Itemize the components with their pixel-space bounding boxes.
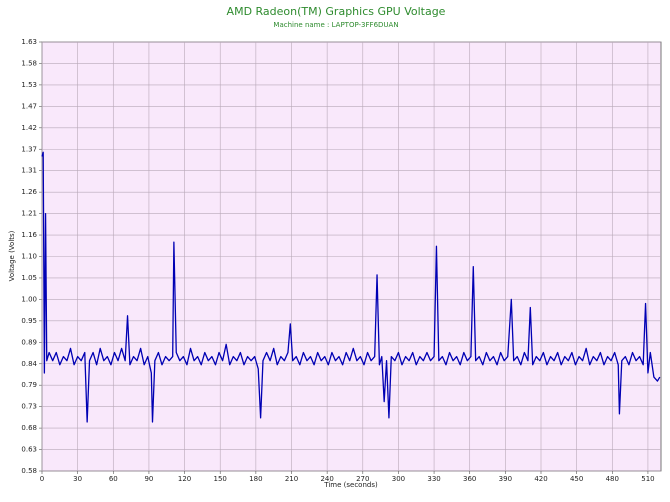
y-tick-label: 1.21 (21, 210, 37, 218)
x-tick-label: 240 (320, 475, 333, 483)
y-tick-label: 1.63 (21, 38, 37, 46)
y-tick-label: 1.05 (21, 274, 37, 282)
y-tick-label: 1.10 (21, 253, 37, 261)
y-tick-label: 0.79 (21, 381, 37, 389)
y-tick-label: 0.73 (21, 403, 37, 411)
chart-subtitle: Machine name : LAPTOP-3FF6DUAN (273, 21, 398, 29)
y-axis-label: Voltage (Volts) (8, 230, 16, 281)
y-tick-label: 0.89 (21, 338, 37, 346)
y-tick-label: 1.37 (21, 145, 37, 153)
y-tick-label: 1.42 (21, 124, 37, 132)
x-tick-label: 510 (641, 475, 654, 483)
y-tick-label: 1.47 (21, 102, 37, 110)
x-tick-label: 450 (570, 475, 583, 483)
x-tick-label: 390 (499, 475, 512, 483)
y-tick-label: 1.53 (21, 81, 37, 89)
x-tick-label: 210 (285, 475, 298, 483)
x-axis-label: Time (seconds) (323, 481, 378, 489)
x-tick-label: 420 (534, 475, 547, 483)
x-tick-label: 60 (109, 475, 118, 483)
x-tick-label: 180 (249, 475, 262, 483)
y-tick-label: 0.68 (21, 424, 37, 432)
y-tick-label: 1.26 (21, 188, 37, 196)
y-tick-label: 1.58 (21, 59, 37, 67)
y-tick-label: 0.95 (21, 317, 37, 325)
x-tick-label: 360 (463, 475, 476, 483)
y-tick-label: 0.63 (21, 446, 37, 454)
x-tick-label: 330 (427, 475, 440, 483)
x-tick-label: 480 (606, 475, 619, 483)
x-tick-label: 0 (40, 475, 44, 483)
x-tick-label: 90 (144, 475, 153, 483)
y-tick-label: 0.84 (21, 360, 37, 368)
voltage-line (41, 151, 661, 423)
chart-title: AMD Radeon(TM) Graphics GPU Voltage (227, 5, 446, 18)
x-tick-label: 270 (356, 475, 369, 483)
y-tick-label: 1.31 (21, 167, 37, 175)
y-tick-label: 1.00 (21, 295, 37, 303)
x-tick-label: 300 (392, 475, 405, 483)
y-tick-label: 0.58 (21, 467, 37, 475)
x-tick-label: 150 (214, 475, 227, 483)
y-tick-label: 1.16 (21, 231, 37, 239)
x-tick-label: 30 (73, 475, 82, 483)
x-tick-label: 120 (178, 475, 191, 483)
